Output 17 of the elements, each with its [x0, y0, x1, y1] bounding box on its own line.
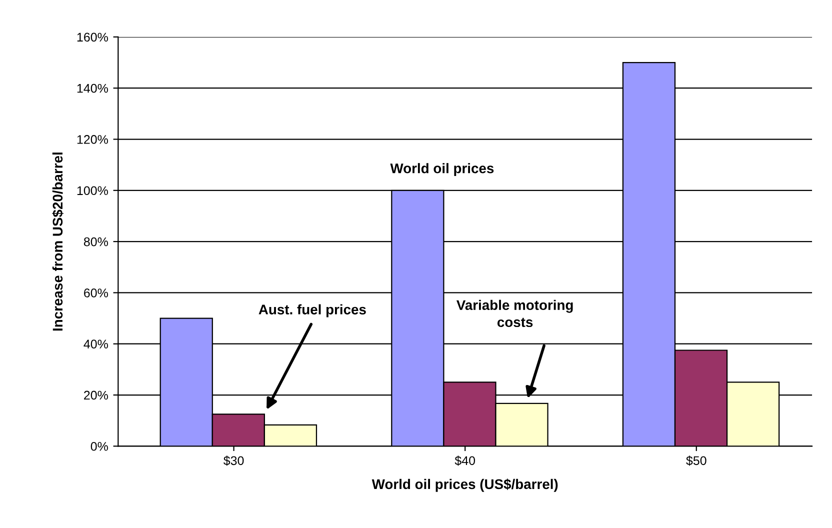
y-tick-label: 0%: [90, 442, 108, 451]
x-axis-title: World oil prices (US$/barrel): [372, 478, 558, 492]
x-tick-label: $50: [686, 456, 706, 466]
annotation: Variable motoring costs: [456, 300, 573, 328]
y-tick-label: 100%: [77, 186, 108, 196]
annotation: World oil prices: [390, 163, 494, 176]
y-tick-label: 60%: [84, 288, 108, 298]
y-tick-label: 20%: [84, 390, 108, 400]
y-tick-label: 80%: [84, 237, 108, 246]
annotation: Aust. fuel prices: [258, 304, 366, 318]
y-tick-label: 160%: [77, 32, 108, 42]
y-tick-label: 140%: [77, 84, 108, 93]
y-axis-title: Increase from US$20/barrel: [52, 152, 64, 331]
y-tick-label: 120%: [77, 135, 108, 144]
y-tick-label: 40%: [84, 340, 108, 349]
x-tick-label: $30: [224, 456, 244, 466]
x-tick-label: $40: [454, 456, 476, 466]
